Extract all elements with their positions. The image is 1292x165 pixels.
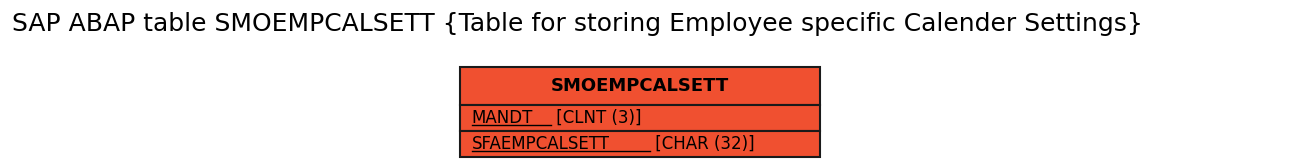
Text: [CHAR (32)]: [CHAR (32)] [650,135,755,153]
Text: [CLNT (3)]: [CLNT (3)] [550,109,641,127]
Bar [460,131,819,157]
Text: SAP ABAP table SMOEMPCALSETT {Table for storing Employee specific Calender Setti: SAP ABAP table SMOEMPCALSETT {Table for … [12,12,1143,36]
Text: SFAEMPCALSETT: SFAEMPCALSETT [472,135,610,153]
Text: SMOEMPCALSETT: SMOEMPCALSETT [550,77,729,95]
Bar [460,105,819,131]
Text: MANDT: MANDT [472,109,532,127]
Bar [460,67,819,105]
